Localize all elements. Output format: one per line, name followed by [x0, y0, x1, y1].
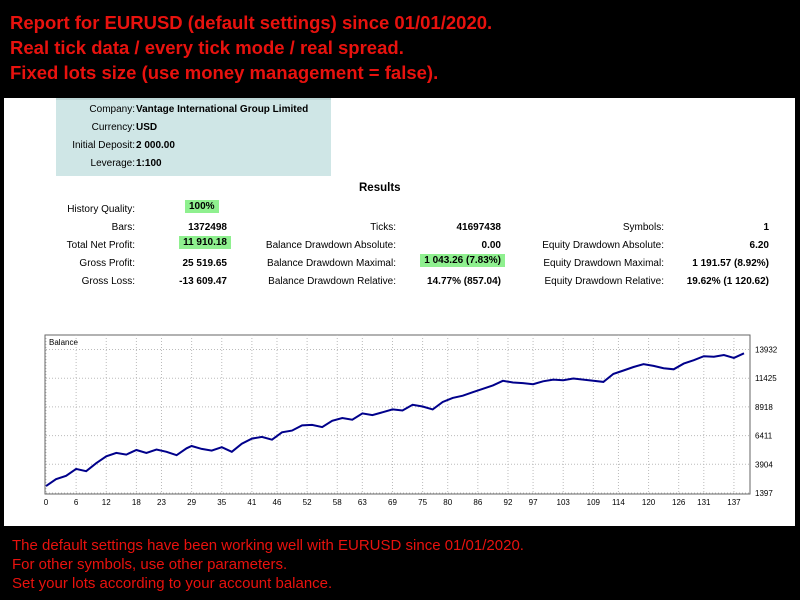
symbols-label: Symbols: [622, 222, 664, 233]
chart-x-ticks: 0 6 12 18 23 29 35 41 46 52 58 63 69 75 80 86 92 97 103 109… [44, 498, 741, 507]
header-line-3: Fixed lots size (use money management = … [10, 62, 439, 83]
balance-line [45, 352, 745, 487]
x-tick-label: 18 [132, 498, 141, 507]
y-tick-label: 1397 [755, 489, 773, 498]
deposit-label: Initial Deposit: [72, 140, 135, 151]
currency-row: Currency: USD [56, 122, 331, 136]
chart-grid [45, 335, 749, 494]
y-tick-label: 11425 [755, 374, 777, 383]
balance-dd-abs-value: 0.00 [481, 240, 501, 251]
x-tick-label: 41 [247, 498, 256, 507]
x-tick-label: 75 [418, 498, 427, 507]
leverage-row: Leverage: 1:100 [56, 158, 331, 172]
y-tick-label: 3904 [755, 460, 773, 469]
report-footer: The default settings have been working w… [12, 536, 792, 593]
symbols-value: 1 [763, 222, 769, 233]
leverage-value: 1:100 [136, 158, 162, 169]
equity-dd-rel-label: Equity Drawdown Relative: [544, 276, 665, 287]
x-tick-label: 52 [303, 498, 312, 507]
balance-dd-rel-value: 14.77% (857.04) [427, 276, 501, 287]
equity-dd-abs-label: Equity Drawdown Absolute: [542, 240, 664, 251]
company-value: Vantage International Group Limited [136, 104, 309, 115]
total-net-profit-label: Total Net Profit: [66, 240, 135, 251]
x-tick-label: 97 [529, 498, 538, 507]
balance-chart: Balance 1397 3904 6411 8918 11425 13932 0 6 12 1… [44, 334, 778, 507]
x-tick-label: 137 [727, 498, 741, 507]
x-tick-label: 6 [74, 498, 79, 507]
x-tick-label: 92 [504, 498, 513, 507]
equity-dd-abs-value: 6.20 [749, 240, 769, 251]
footer-line-3: Set your lots according to your account … [12, 575, 333, 592]
chart-y-ticks: 1397 3904 6411 8918 11425 13932 [755, 346, 778, 498]
ticks-value: 41697438 [456, 222, 502, 233]
report-header: Report for EURUSD (default settings) sin… [10, 10, 790, 85]
header-line-2: Real tick data / every tick mode / real … [10, 37, 404, 58]
company-row: Company: Vantage International Group Lim… [56, 104, 331, 118]
chart-title: Balance [49, 338, 78, 347]
bars-label: Bars: [111, 222, 135, 233]
balance-dd-rel-label: Balance Drawdown Relative: [268, 276, 396, 287]
account-info-box: Company: Vantage International Group Lim… [56, 98, 331, 176]
gross-loss-value: -13 609.47 [179, 276, 227, 287]
x-tick-label: 46 [273, 498, 282, 507]
leverage-label: Leverage: [90, 158, 135, 169]
footer-line-2: For other symbols, use other parameters. [12, 556, 288, 573]
currency-label: Currency: [91, 122, 135, 133]
balance-dd-abs-label: Balance Drawdown Absolute: [265, 240, 396, 251]
x-tick-label: 58 [333, 498, 342, 507]
x-tick-label: 80 [443, 498, 452, 507]
x-tick-label: 63 [358, 498, 367, 507]
x-tick-label: 0 [44, 498, 49, 507]
footer-line-1: The default settings have been working w… [12, 537, 524, 554]
x-tick-label: 23 [157, 498, 166, 507]
equity-dd-max-label: Equity Drawdown Maximal: [543, 258, 664, 269]
total-net-profit-value: 11 910.18 [179, 236, 231, 249]
x-tick-label: 131 [697, 498, 711, 507]
y-tick-label: 13932 [755, 346, 778, 355]
bars-value: 1372498 [188, 222, 227, 233]
results-title: Results [359, 182, 401, 194]
y-tick-label: 8918 [755, 403, 773, 412]
balance-dd-max-label: Balance Drawdown Maximal: [267, 258, 396, 269]
x-tick-label: 126 [672, 498, 686, 507]
x-tick-label: 12 [102, 498, 111, 507]
x-tick-label: 114 [612, 498, 625, 507]
x-tick-label: 69 [388, 498, 397, 507]
ticks-label: Ticks: [370, 222, 396, 233]
x-tick-label: 120 [642, 498, 656, 507]
equity-dd-max-value: 1 191.57 (8.92%) [692, 258, 769, 269]
currency-value: USD [136, 122, 158, 133]
gross-profit-value: 25 519.65 [182, 258, 228, 269]
gross-loss-label: Gross Loss: [81, 276, 135, 287]
balance-dd-max-value: 1 043.26 (7.83%) [420, 254, 505, 267]
y-tick-label: 6411 [755, 432, 773, 441]
equity-dd-rel-value: 19.62% (1 120.62) [686, 276, 769, 287]
x-tick-label: 86 [473, 498, 482, 507]
x-tick-label: 109 [587, 498, 601, 507]
gross-profit-label: Gross Profit: [79, 258, 135, 269]
x-tick-label: 35 [217, 498, 226, 507]
history-quality-label: History Quality: [67, 204, 135, 215]
header-line-1: Report for EURUSD (default settings) sin… [10, 12, 493, 33]
chart-frame [44, 334, 751, 495]
history-quality-value: 100% [185, 200, 219, 213]
company-label: Company: [89, 104, 135, 115]
x-tick-label: 103 [557, 498, 571, 507]
x-tick-label: 29 [187, 498, 196, 507]
deposit-value: 2 000.00 [136, 140, 175, 151]
report-panel: Company: Vantage International Group Lim… [4, 98, 795, 526]
deposit-row: Initial Deposit: 2 000.00 [56, 140, 331, 154]
